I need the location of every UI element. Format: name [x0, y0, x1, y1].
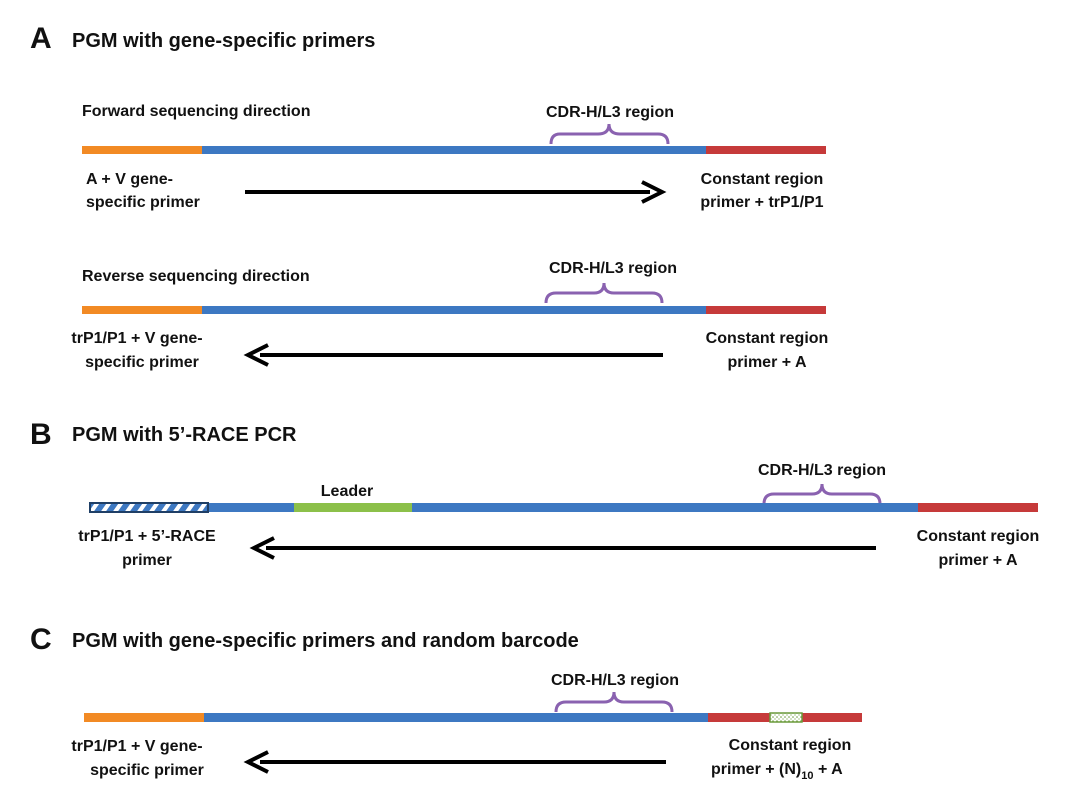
barcode-cdr-label: CDR-H/L3 region: [551, 672, 679, 689]
race-arrow-head-icon: [249, 536, 275, 560]
panel-b: B PGM with 5’-RACE PCR CDR-H/L3 region L…: [30, 418, 1039, 569]
barcode-right-label-subscript: 10: [801, 770, 813, 782]
random-barcode-segment: [769, 712, 803, 723]
reverse-construct: Reverse sequencing direction CDR-H/L3 re…: [71, 260, 828, 371]
forward-constant-segment: [706, 146, 826, 154]
reverse-constant-segment: [706, 306, 826, 314]
forward-right-label-line2: primer + trP1/P1: [700, 194, 823, 211]
reverse-cdr-label: CDR-H/L3 region: [549, 260, 677, 277]
barcode-right-label-line1: Constant region: [729, 737, 852, 754]
forward-left-label-line1: A + V gene-: [86, 171, 173, 188]
panel-a-title: PGM with gene-specific primers: [72, 30, 375, 52]
barcode-arrow-head-icon: [243, 750, 269, 774]
forward-construct: Forward sequencing direction CDR-H/L3 re…: [82, 103, 826, 211]
forward-arrow-head-icon: [641, 180, 667, 204]
reverse-right-label-line2: primer + A: [728, 354, 807, 371]
race-constant-segment: [918, 503, 1038, 512]
race-variable-segment-left: [209, 503, 294, 512]
race-cdr-bracket: [762, 483, 882, 505]
panel-b-letter: B: [30, 418, 52, 451]
barcode-right-label-line2: primer + (N)10 + A: [711, 761, 843, 782]
reverse-cdr-bracket: [544, 282, 664, 304]
reverse-left-label-line2: specific primer: [85, 354, 199, 371]
race-primer-segment: [89, 502, 209, 513]
forward-direction-label: Forward sequencing direction: [82, 103, 310, 120]
barcode-cdr-bracket: [554, 691, 674, 713]
panel-b-title: PGM with 5’-RACE PCR: [72, 424, 297, 446]
panel-c-title: PGM with gene-specific primers and rando…: [72, 630, 579, 652]
reverse-left-label-line1: trP1/P1 + V gene-: [71, 330, 202, 347]
panel-a-letter: A: [30, 22, 52, 55]
race-right-label-line1: Constant region: [917, 528, 1040, 545]
reverse-right-label-line1: Constant region: [706, 330, 829, 347]
leader-label: Leader: [321, 483, 373, 500]
barcode-variable-segment: [204, 713, 708, 722]
race-right-label-line2: primer + A: [939, 552, 1018, 569]
panel-c-letter: C: [30, 623, 52, 656]
panel-c: C PGM with gene-specific primers and ran…: [30, 623, 862, 782]
barcode-right-label-prefix: primer + (N): [711, 761, 801, 778]
race-variable-segment-right: [412, 503, 918, 512]
race-left-label-line1: trP1/P1 + 5’-RACE: [78, 528, 216, 545]
forward-cdr-label: CDR-H/L3 region: [546, 104, 674, 121]
forward-variable-segment: [202, 146, 706, 154]
panel-a: A PGM with gene-specific primers Forward…: [30, 22, 828, 371]
forward-primer-segment: [82, 146, 202, 154]
forward-right-label-line1: Constant region: [701, 171, 824, 188]
barcode-left-label-line2: specific primer: [90, 762, 204, 779]
forward-cdr-bracket: [549, 123, 670, 145]
reverse-direction-label: Reverse sequencing direction: [82, 268, 310, 285]
reverse-variable-segment: [202, 306, 706, 314]
forward-left-label-line2: specific primer: [86, 194, 200, 211]
leader-segment: [294, 503, 412, 512]
race-left-label-line2: primer: [122, 552, 172, 569]
reverse-primer-segment: [82, 306, 202, 314]
race-cdr-label: CDR-H/L3 region: [758, 462, 886, 479]
barcode-right-label-suffix: + A: [814, 761, 844, 778]
reverse-arrow-head-icon: [243, 343, 269, 367]
barcode-primer-segment: [84, 713, 204, 722]
barcode-left-label-line1: trP1/P1 + V gene-: [71, 738, 202, 755]
